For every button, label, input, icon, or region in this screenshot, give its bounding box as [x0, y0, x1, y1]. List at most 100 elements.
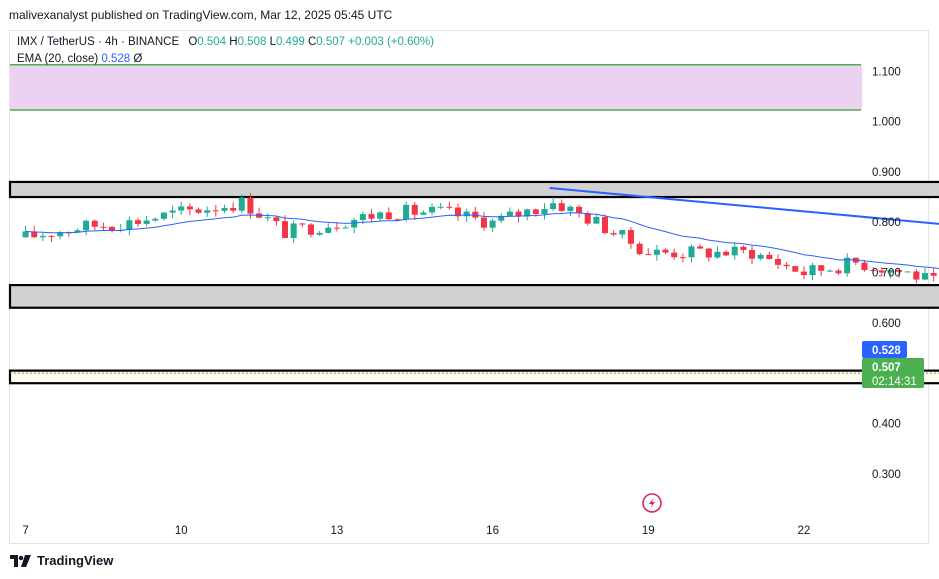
legend-close-key: C: [307, 36, 317, 48]
legend-change: +0.003 (+0.60%): [348, 36, 434, 48]
candle-body: [749, 250, 756, 259]
candle-body: [567, 206, 574, 211]
candle-body: [774, 259, 782, 265]
candle-body: [307, 224, 314, 235]
candle-body: [636, 243, 643, 255]
y-tick-label: 0.400: [872, 418, 901, 430]
candle-body: [679, 257, 686, 259]
zone-3: [8, 369, 939, 385]
price-tags-layer: 0.528 0.507 02:14:31: [862, 341, 924, 388]
y-tick-label: 0.700: [872, 268, 901, 280]
candle-body: [532, 209, 539, 214]
candle-body: [826, 270, 833, 272]
candle-body: [134, 220, 142, 224]
candle-body: [671, 252, 678, 258]
legend-ema-row: EMA (20, close) 0.528 Ø: [17, 51, 434, 68]
candle-body: [429, 206, 436, 213]
legend-open-key: O: [188, 36, 198, 48]
y-tick-label: 0.900: [872, 167, 901, 179]
candle-body: [333, 227, 340, 229]
candle-body: [610, 233, 617, 235]
ema-layer: [25, 212, 939, 270]
candles-layer: [22, 193, 937, 284]
ema-line: [25, 212, 939, 270]
candle-body: [740, 246, 747, 251]
candle-body: [472, 211, 479, 218]
candle-body: [463, 211, 470, 217]
candle-body: [515, 211, 522, 217]
candle-body: [844, 257, 851, 274]
ema-price-tag-label: 0.528: [872, 345, 901, 357]
y-tick-label: 0.600: [872, 318, 901, 330]
x-tick-label: 22: [798, 525, 811, 537]
candle-body: [498, 215, 505, 221]
candle-body: [57, 232, 64, 237]
candle-body: [325, 227, 332, 233]
candle-body: [342, 227, 349, 229]
channel-upper-line: [549, 186, 939, 225]
chart-legend: IMX / TetherUS · 4h · BINANCE O0.504 H0.…: [17, 34, 434, 68]
candle-body: [290, 223, 297, 239]
candle-body: [74, 230, 81, 233]
candle-body: [212, 210, 219, 212]
candle-body: [792, 266, 799, 272]
candle-body: [653, 249, 660, 255]
candle-body: [688, 246, 695, 258]
lightning-icon[interactable]: [642, 493, 662, 513]
legend-low-key: L: [269, 36, 276, 48]
last-price-tag: [862, 358, 924, 388]
candle-body: [930, 273, 937, 276]
legend-symbol[interactable]: IMX / TetherUS · 4h · BINANCE: [17, 36, 180, 48]
countdown-label: 02:14:31: [872, 376, 917, 388]
candle-body: [541, 208, 548, 214]
legend-ema-label[interactable]: EMA (20, close): [17, 53, 99, 65]
candle-body: [818, 265, 825, 271]
candle-body: [705, 248, 712, 258]
candle-body: [627, 230, 634, 244]
candle-body: [221, 208, 228, 211]
zone-1: [8, 180, 939, 199]
candle-body: [186, 206, 193, 210]
legend-ohlc-row: IMX / TetherUS · 4h · BINANCE O0.504 H0.…: [17, 34, 434, 51]
resistance-band: [10, 64, 862, 110]
candle-body: [39, 235, 46, 238]
candle-body: [645, 254, 652, 256]
candle-body: [870, 270, 877, 272]
candle-body: [143, 220, 150, 224]
candle-body: [697, 246, 704, 249]
candle-body: [584, 213, 591, 224]
legend-low: 0.499: [275, 36, 305, 48]
tradingview-logo-text: TradingView: [37, 553, 114, 568]
y-tick-label: 1.000: [872, 117, 901, 129]
candle-body: [377, 212, 384, 219]
candle-body: [619, 230, 626, 235]
tradingview-logo[interactable]: TradingView: [10, 553, 113, 568]
candle-body: [446, 206, 453, 208]
candle-body: [731, 246, 738, 256]
candle-body: [576, 206, 583, 214]
candle-body: [126, 220, 133, 230]
candle-body: [273, 217, 280, 222]
candle-body: [896, 270, 903, 272]
candle-body: [480, 217, 487, 228]
channel-layer: [549, 186, 939, 225]
candle-body: [247, 197, 254, 214]
candle-body: [766, 254, 773, 260]
x-tick-label: 10: [175, 525, 188, 537]
legend-high-key: H: [229, 36, 238, 48]
candle-body: [550, 203, 557, 209]
last-price-tag-label: 0.507: [872, 362, 901, 374]
candle-body: [238, 197, 245, 211]
candle-body: [913, 271, 920, 280]
candle-body: [368, 214, 375, 219]
candle-body: [351, 219, 358, 228]
candle-body: [420, 212, 427, 215]
y-tick-label: 0.800: [872, 217, 901, 229]
candle-body: [861, 262, 868, 271]
zone-2: [8, 283, 939, 309]
candle-body: [178, 206, 185, 211]
candle-body: [489, 220, 496, 228]
tradingview-logo-icon: [10, 554, 31, 567]
legend-ema-extra: Ø: [133, 53, 143, 65]
